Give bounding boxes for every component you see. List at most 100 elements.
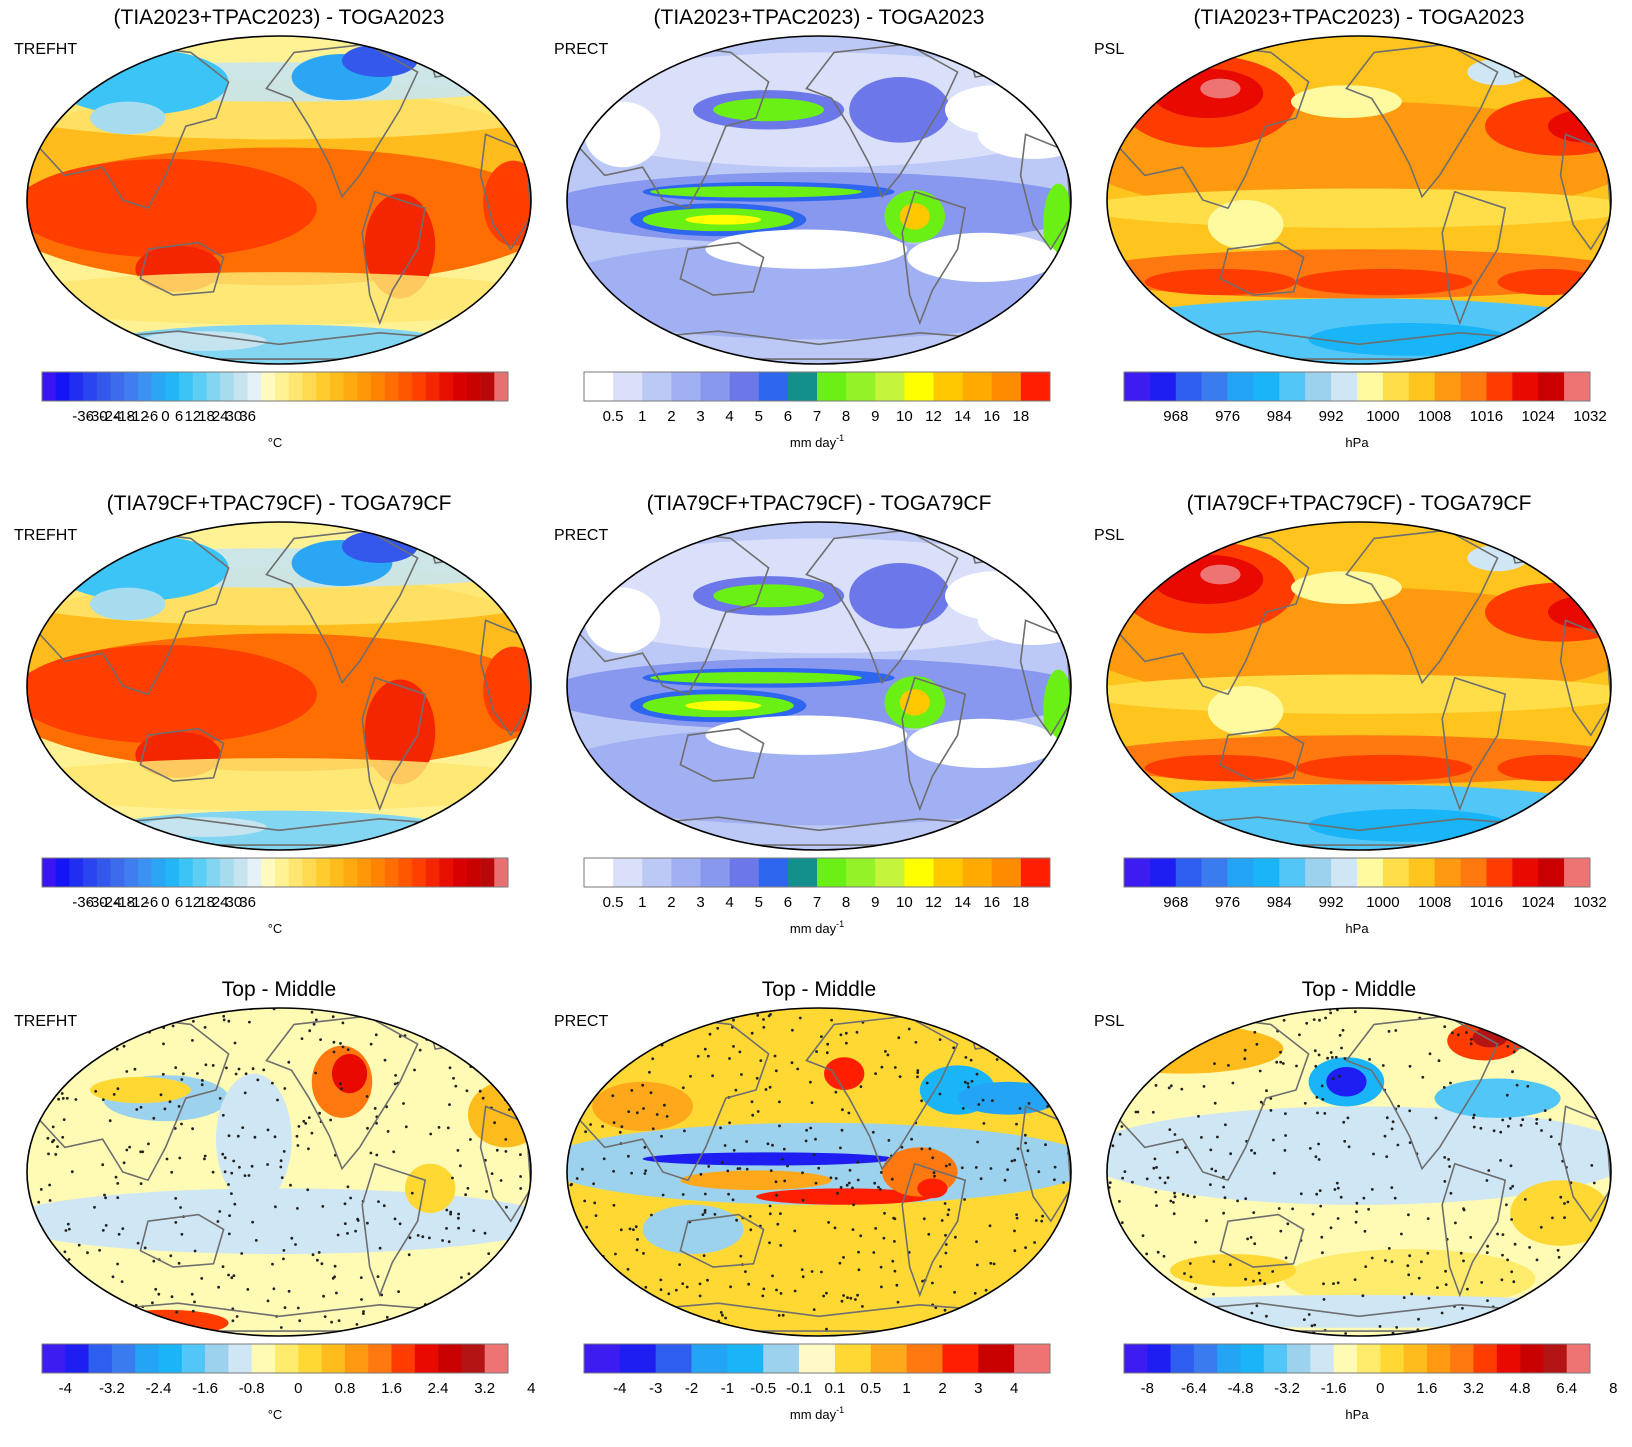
- variable-label: TREFHT: [14, 41, 77, 58]
- stipple-dot: [1566, 1299, 1569, 1303]
- stipple-dot: [778, 1100, 781, 1104]
- stipple-dot: [101, 1163, 105, 1167]
- colorbar-tick-label: 14: [954, 408, 971, 425]
- stipple-dot: [378, 1246, 382, 1250]
- stipple-dot: [1283, 1149, 1287, 1152]
- stipple-dot: [441, 1239, 444, 1242]
- stipple-dot: [977, 1103, 981, 1106]
- stipple-dot: [290, 1236, 294, 1240]
- stipple-dot: [1500, 1278, 1504, 1282]
- stipple-dot: [1281, 1062, 1285, 1065]
- stipple-dot: [354, 1229, 357, 1233]
- stipple-dot: [1141, 1234, 1145, 1237]
- colorbar-tick-label: -8: [1141, 1380, 1154, 1397]
- stipple-dot: [1154, 1084, 1158, 1087]
- stipple-dot: [1253, 1030, 1257, 1034]
- stipple-dot: [445, 1227, 448, 1230]
- stipple-dot: [617, 1068, 621, 1071]
- colorbar-swatch: [1380, 1344, 1404, 1373]
- colorbar-tick-label: 10: [896, 408, 913, 425]
- stipple-dot: [1307, 1313, 1311, 1316]
- stipple-dot: [193, 1249, 197, 1253]
- stipple-dot: [382, 1012, 385, 1015]
- stipple-dot: [764, 1088, 768, 1091]
- stipple-dot: [804, 1139, 808, 1143]
- stipple-dot: [703, 1208, 707, 1212]
- stipple-dot: [484, 1277, 488, 1280]
- stipple-dot: [810, 1101, 814, 1104]
- stipple-dot: [332, 1050, 336, 1054]
- stipple-dot: [1319, 1204, 1323, 1208]
- stipple-dot: [1364, 1265, 1368, 1268]
- stipple-dot: [628, 1330, 631, 1334]
- colorbar-tick-label: -3: [649, 1380, 662, 1397]
- stipple-dot: [1186, 1194, 1190, 1198]
- colorbar-swatch: [1253, 858, 1280, 887]
- stipple-dot: [1284, 1256, 1288, 1260]
- colorbar-tick-label: 968: [1163, 408, 1188, 425]
- stipple-dot: [394, 1074, 397, 1077]
- colorbar-swatch: [700, 858, 730, 887]
- stipple-dot: [177, 1261, 181, 1265]
- stipple-dot: [356, 1217, 359, 1221]
- stipple-dot: [840, 1299, 844, 1303]
- stipple-dot: [657, 1302, 661, 1306]
- colorbar-swatch: [384, 372, 399, 401]
- stipple-dot: [1378, 1325, 1382, 1328]
- stipple-dot: [481, 1096, 485, 1100]
- colorbar-tick-label: 7: [813, 894, 821, 911]
- stipple-dot: [1159, 1033, 1162, 1036]
- stipple-dot: [1156, 1250, 1160, 1254]
- stipple-dot: [116, 1196, 120, 1199]
- coastline-namerica: [805, 43, 959, 199]
- stipple-dot: [750, 1100, 754, 1104]
- colorbar-swatch: [110, 858, 125, 887]
- colorbar-swatch: [124, 858, 139, 887]
- stipple-dot: [408, 1236, 412, 1240]
- colorbar-units: °C: [268, 1407, 283, 1422]
- colorbar-tick-label: 0.1: [824, 1380, 845, 1397]
- stipple-dot: [1181, 1193, 1185, 1196]
- colorbar-swatch: [391, 1344, 416, 1373]
- field-contour-15: [1207, 200, 1284, 250]
- stipple-dot: [218, 1210, 222, 1213]
- stipple-dot: [197, 1328, 200, 1332]
- stipple-dot: [1223, 1196, 1227, 1200]
- stipple-dot: [116, 1087, 120, 1091]
- colorbar-swatch: [412, 372, 427, 401]
- stipple-dot: [1384, 1259, 1387, 1262]
- stipple-dot: [418, 1048, 422, 1052]
- coastline-australia: [139, 727, 225, 782]
- stipple-dot: [505, 1205, 508, 1209]
- stipple-dot: [1395, 1326, 1399, 1329]
- field-contour-16: [705, 715, 908, 755]
- colorbar-tick-label: 16: [983, 894, 1000, 911]
- colorbar-frame: [583, 857, 1051, 888]
- colorbar-swatch: [135, 1344, 159, 1373]
- stipple-dot: [1229, 1152, 1232, 1156]
- stipple-dot: [469, 1138, 472, 1141]
- stipple-dot: [58, 1042, 61, 1046]
- stipple-dot: [393, 1217, 397, 1221]
- stipple-dot: [893, 1066, 897, 1069]
- stipple-dot: [1485, 1179, 1489, 1182]
- colorbar-swatch: [1310, 1344, 1334, 1373]
- stipple-dot: [333, 1264, 337, 1268]
- stipple-dot: [585, 1319, 589, 1323]
- colorbar-frame: [1123, 371, 1591, 402]
- colorbar-swatch: [1357, 858, 1384, 887]
- stipple-dot: [428, 1236, 431, 1240]
- colorbar-swatch: [247, 858, 262, 887]
- stipple-dot: [1383, 1134, 1387, 1138]
- stipple-dot: [1543, 1109, 1547, 1112]
- stipple-dot: [1213, 1101, 1217, 1105]
- stipple-dot: [331, 1015, 335, 1019]
- stipple-dot: [304, 1122, 308, 1125]
- colorbar-frame: [583, 1343, 1051, 1374]
- stipple-dot: [1180, 1087, 1184, 1091]
- stipple-dot: [246, 1288, 250, 1291]
- stipple-dot: [1250, 1311, 1254, 1315]
- stipple-dot: [921, 1279, 924, 1283]
- stipple-dot: [1561, 1060, 1565, 1064]
